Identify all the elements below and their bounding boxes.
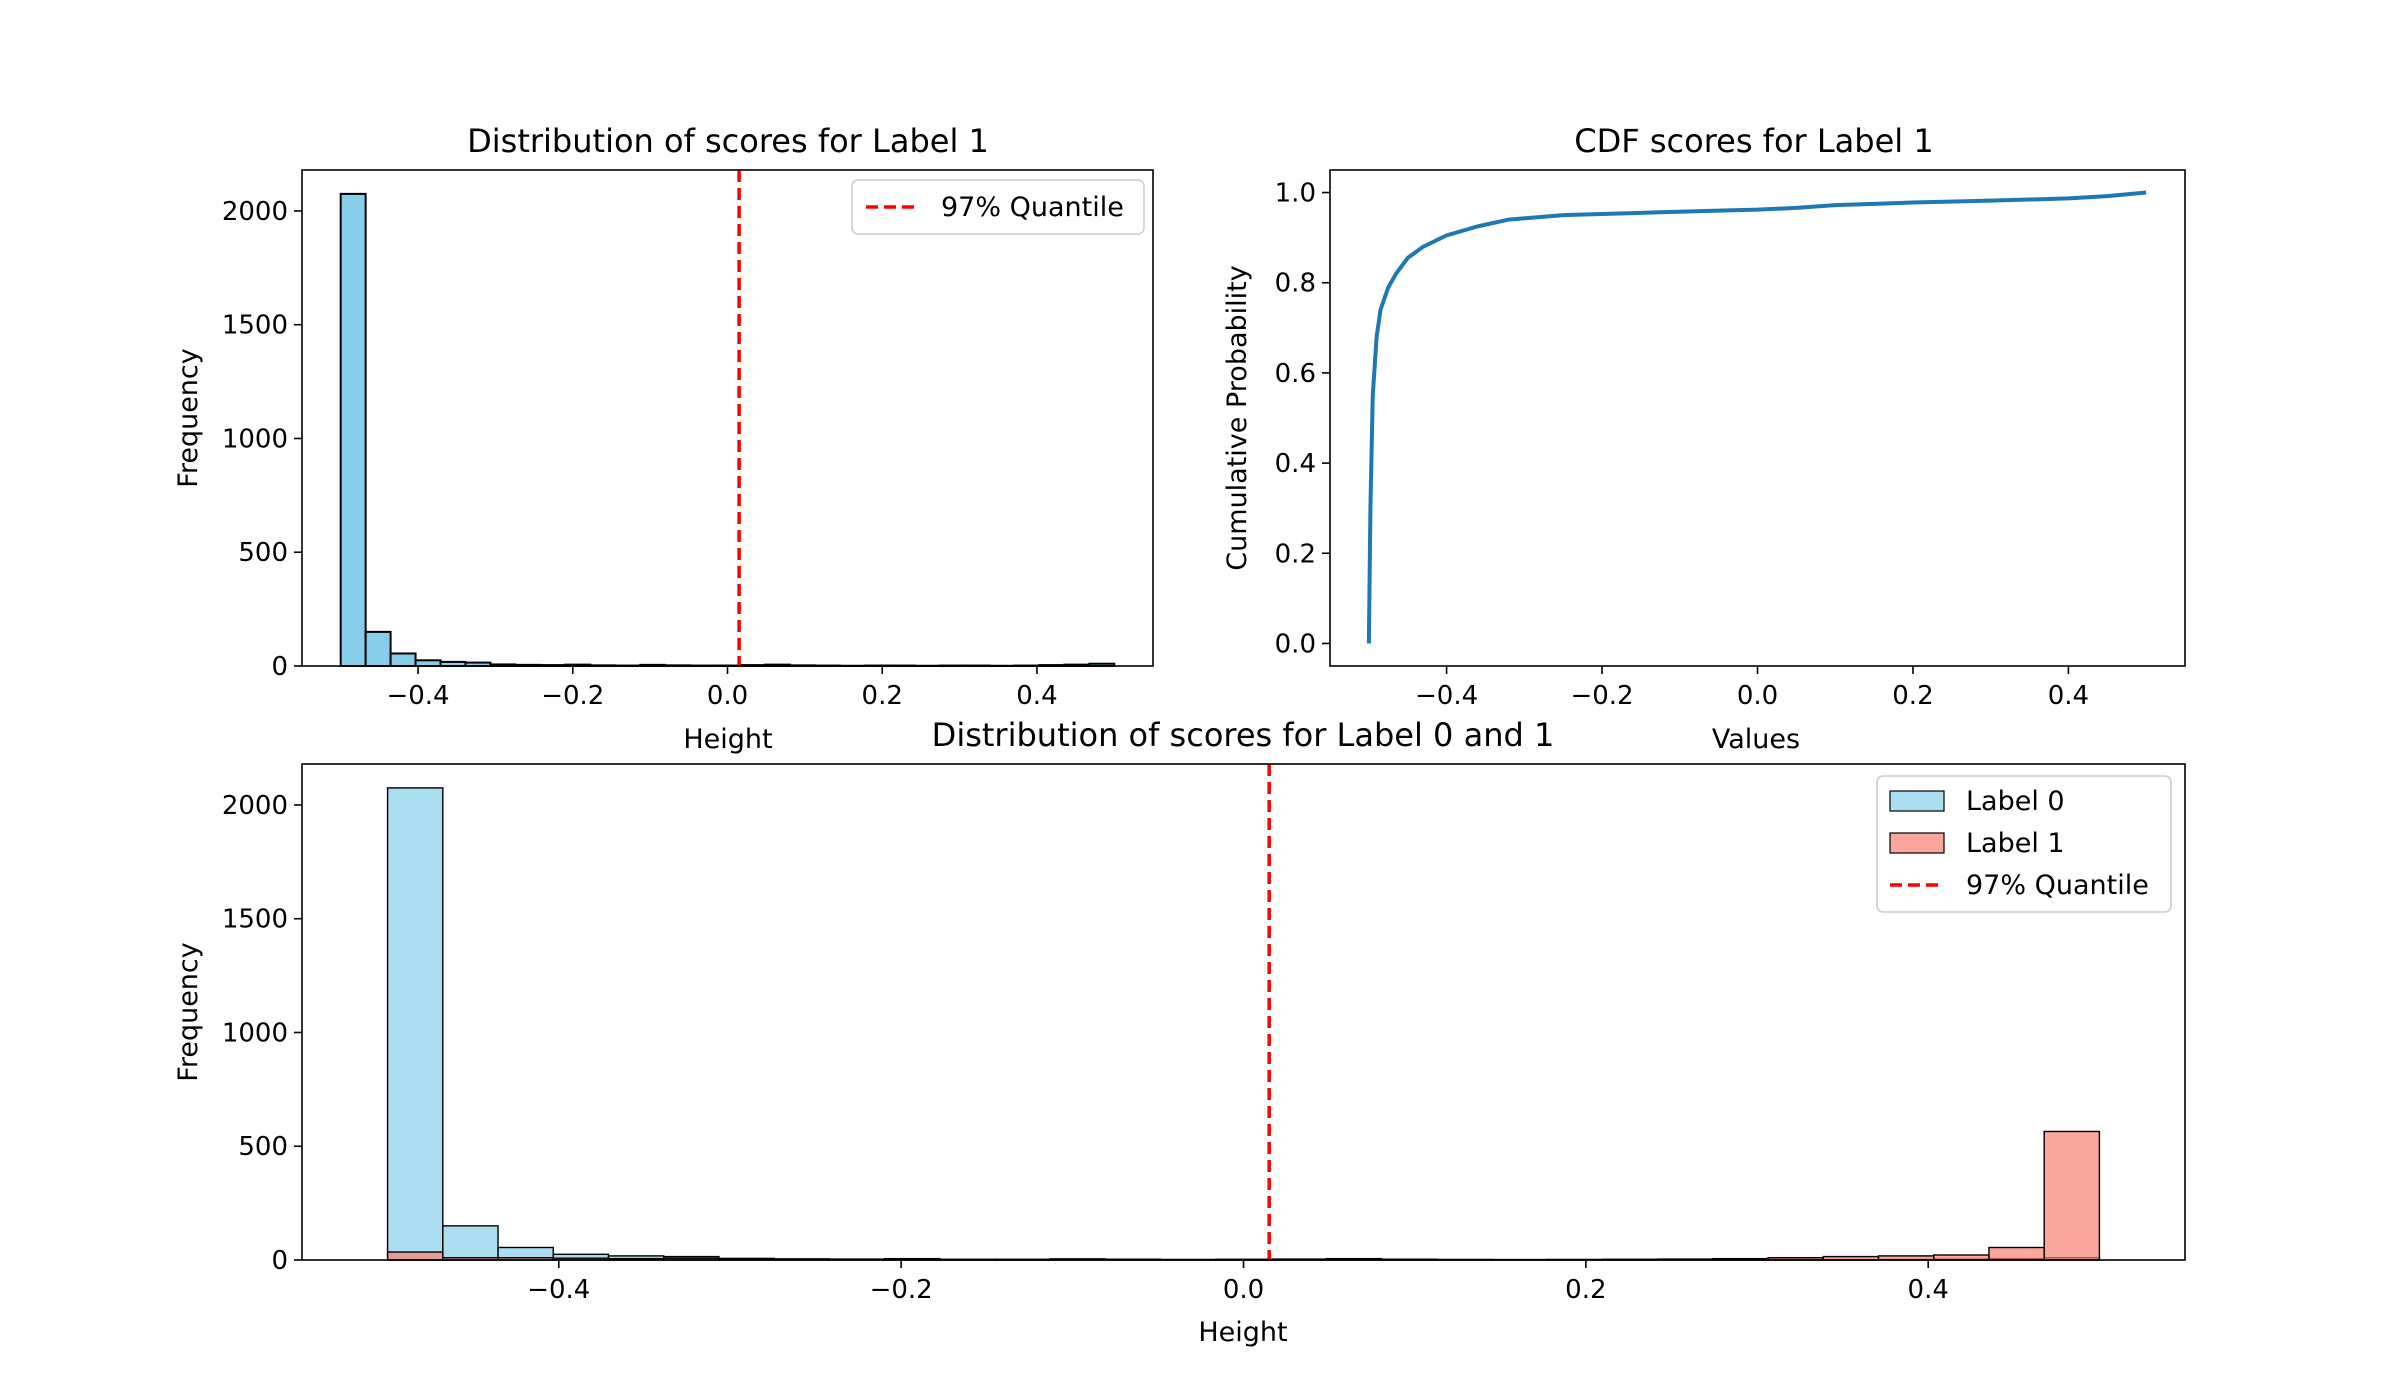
cdf-label1-y-ticks: 0.0 0.2 0.4 0.6 0.8 1.0 [1275,179,1330,659]
histogram-label0-label1-y-tick-label: 1000 [222,1018,288,1048]
histogram-label1-bar [389,652,417,667]
cdf-label1-plot-frame [1329,169,2186,667]
histogram-label1-x-ticks: −0.4 −0.2 0.0 0.2 0.4 [386,666,1058,711]
cdf-label1-y-tick-label: 0.4 [1275,449,1316,479]
histogram-label1-panel: Distribution of scores for Label 1 −0.4−… [173,122,1154,755]
histogram-label0-label1-series0-bar [386,787,444,1261]
histogram-label0-label1-y-ticks: 0 500 1000 1500 2000 [222,791,302,1276]
histogram-label1-x-tick-label: 0.0 [707,681,748,711]
cdf-label1-title: CDF scores for Label 1 [1574,122,1933,160]
histogram-label1-bar [339,192,367,667]
histogram-label1-x-label: Height [683,724,772,755]
histogram-label1-y-label: Frequency [173,348,204,488]
cdf-label1-line [1366,190,2147,644]
histogram-label0-label1-title: Distribution of scores for Label 0 and 1 [932,716,1555,754]
histogram-label0-label1-x-tick-label: 0.2 [1565,1275,1606,1305]
histogram-label1-y-ticks: 0 500 1000 1500 2000 [222,197,302,682]
histogram-label0-label1-series1-bar [1988,1246,2045,1261]
histogram-label1-x-tick-label: −0.2 [541,681,604,711]
histogram-label0-label1-plot-frame [301,763,2186,1261]
histogram-label1-y-tick-label: 1000 [222,424,288,454]
cdf-label1-x-tick-label: 0.4 [2048,681,2089,711]
histogram-label1-legend-quantile-label: 97% Quantile [941,192,1124,223]
histogram-label0-label1-y-tick-label: 1500 [222,905,288,935]
histogram-label1-plot-frame [301,169,1154,667]
cdf-label1-y-tick-label: 0.6 [1275,359,1316,389]
cdf-label1-panel: CDF scores for Label 1 −0.4 −0.2 0.0 0.2 0.4… [1222,122,2186,755]
histogram-label0-label1-legend-box [1876,775,2172,913]
histogram-label1-bar [414,659,442,667]
cdf-label1-x-tick-label: 0.0 [1737,681,1778,711]
histogram-label0-label1-y-tick-label: 2000 [222,791,288,821]
histogram-label1-legend: 97% Quantile [851,179,1145,235]
histogram-label0-label1-x-tick-label: 0.4 [1908,1275,1949,1305]
histogram-label0-label1-y-tick-label: 500 [238,1132,288,1162]
histogram-label0-label1-y-tick-label: 0 [271,1246,288,1276]
histogram-label0-label1-panel: Distribution of scores for Label 0 and 1… [173,716,2186,1348]
histogram-label0-label1-series1-bar [2043,1130,2101,1261]
histogram-label0-label1-series0-bar [442,1225,499,1261]
legend-label1-label: Label 1 [1966,828,2065,859]
cdf-label1-x-label: Values [1712,724,1800,755]
histogram-label1-y-tick-label: 1500 [222,311,288,341]
legend-quantile-label: 97% Quantile [1966,870,2149,901]
histogram-label1-y-tick-label: 0 [271,652,288,682]
histogram-label1-bar [364,630,392,667]
histogram-label1-title: Distribution of scores for Label 1 [467,122,989,160]
cdf-label1-y-label: Cumulative Probability [1222,265,1253,570]
histogram-label1-x-tick-label: 0.4 [1016,681,1057,711]
cdf-label1-x-ticks: −0.4 −0.2 0.0 0.2 0.4 [1415,666,2089,711]
histogram-label0-label1-series1-bar [386,1251,444,1261]
histogram-label1-x-tick-label: −0.4 [386,681,449,711]
cdf-label1-y-tick-label: 0.0 [1275,629,1316,659]
cdf-label1-y-tick-label: 0.8 [1275,269,1316,299]
histogram-label1-y-tick-label: 2000 [222,197,288,227]
histogram-label0-label1-y-label: Frequency [173,942,204,1082]
histogram-label0-label1-x-ticks: −0.4 −0.2 0.0 0.2 0.4 [527,1260,1949,1305]
histogram-label0-label1-bars [386,787,2101,1261]
histogram-label1-x-tick-label: 0.2 [862,681,903,711]
legend-label1-swatch [1889,832,1945,854]
cdf-label1-x-tick-label: −0.2 [1570,681,1633,711]
histogram-label1-y-tick-label: 500 [238,538,288,568]
cdf-label1-y-tick-label: 0.2 [1275,539,1316,569]
histogram-label0-label1-x-tick-label: −0.2 [870,1275,933,1305]
cdf-label1-x-tick-label: −0.4 [1415,681,1478,711]
legend-label0-label: Label 0 [1966,786,2065,817]
legend-label0-swatch [1889,790,1945,812]
histogram-label0-label1-x-tick-label: 0.0 [1223,1275,1264,1305]
histogram-label0-label1-legend: Label 0 Label 1 97% Quantile [1876,775,2172,913]
cdf-label1-x-tick-label: 0.2 [1892,681,1933,711]
histogram-label1-bars [339,192,1116,668]
histogram-label1-legend-box [851,179,1145,235]
histogram-label0-label1-x-tick-label: −0.4 [527,1275,590,1305]
histogram-label0-label1-x-label: Height [1198,1317,1287,1348]
cdf-label1-y-tick-label: 1.0 [1275,179,1316,209]
